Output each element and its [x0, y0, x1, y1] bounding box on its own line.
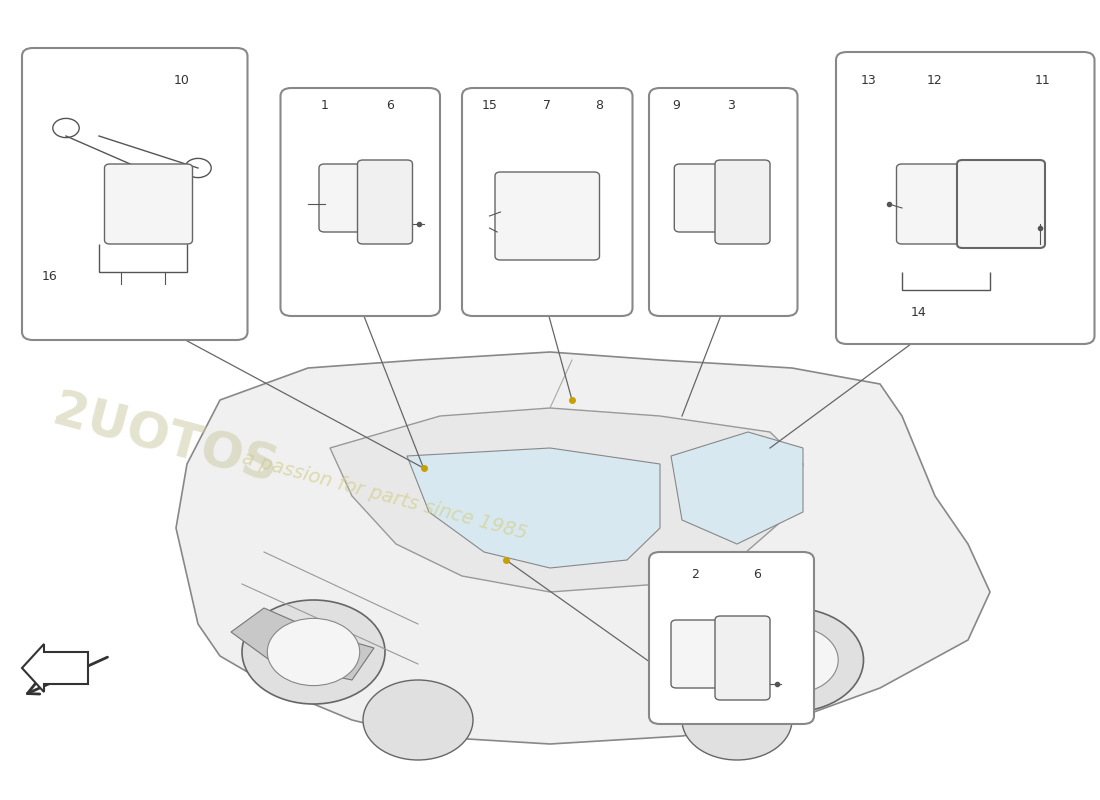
Text: 3: 3 [727, 99, 736, 112]
Text: a passion for parts since 1985: a passion for parts since 1985 [240, 449, 530, 543]
Text: 2: 2 [691, 568, 700, 581]
Polygon shape [231, 608, 374, 680]
FancyBboxPatch shape [671, 620, 754, 688]
FancyBboxPatch shape [715, 616, 770, 700]
FancyBboxPatch shape [674, 164, 757, 232]
FancyBboxPatch shape [319, 164, 402, 232]
FancyBboxPatch shape [22, 48, 248, 340]
Text: 1: 1 [320, 99, 329, 112]
Text: 13: 13 [861, 74, 877, 86]
FancyBboxPatch shape [715, 160, 770, 244]
Text: 7: 7 [542, 99, 551, 112]
Polygon shape [330, 408, 803, 592]
Text: 14: 14 [911, 306, 926, 318]
FancyBboxPatch shape [836, 52, 1094, 344]
Polygon shape [22, 644, 88, 692]
Circle shape [363, 680, 473, 760]
Text: 15: 15 [482, 99, 497, 112]
Text: 8: 8 [595, 99, 604, 112]
FancyBboxPatch shape [104, 164, 192, 244]
Text: 9: 9 [672, 99, 681, 112]
FancyBboxPatch shape [957, 160, 1045, 248]
Text: 11: 11 [1035, 74, 1050, 86]
Circle shape [746, 626, 838, 694]
Text: 16: 16 [42, 270, 57, 282]
Polygon shape [407, 448, 660, 568]
Text: 10: 10 [174, 74, 189, 86]
Text: 2UOTOS: 2UOTOS [47, 387, 283, 493]
Text: autodiag: autodiag [891, 86, 1045, 154]
FancyBboxPatch shape [462, 88, 632, 316]
Text: 6: 6 [386, 99, 395, 112]
FancyBboxPatch shape [495, 172, 600, 260]
Circle shape [267, 618, 360, 686]
FancyBboxPatch shape [649, 552, 814, 724]
Circle shape [242, 600, 385, 704]
Polygon shape [671, 432, 803, 544]
Polygon shape [176, 352, 990, 744]
FancyBboxPatch shape [896, 164, 984, 244]
FancyBboxPatch shape [358, 160, 412, 244]
Circle shape [720, 608, 864, 712]
Text: 12: 12 [927, 74, 943, 86]
Text: 6: 6 [752, 568, 761, 581]
Circle shape [682, 680, 792, 760]
FancyBboxPatch shape [280, 88, 440, 316]
FancyBboxPatch shape [649, 88, 798, 316]
